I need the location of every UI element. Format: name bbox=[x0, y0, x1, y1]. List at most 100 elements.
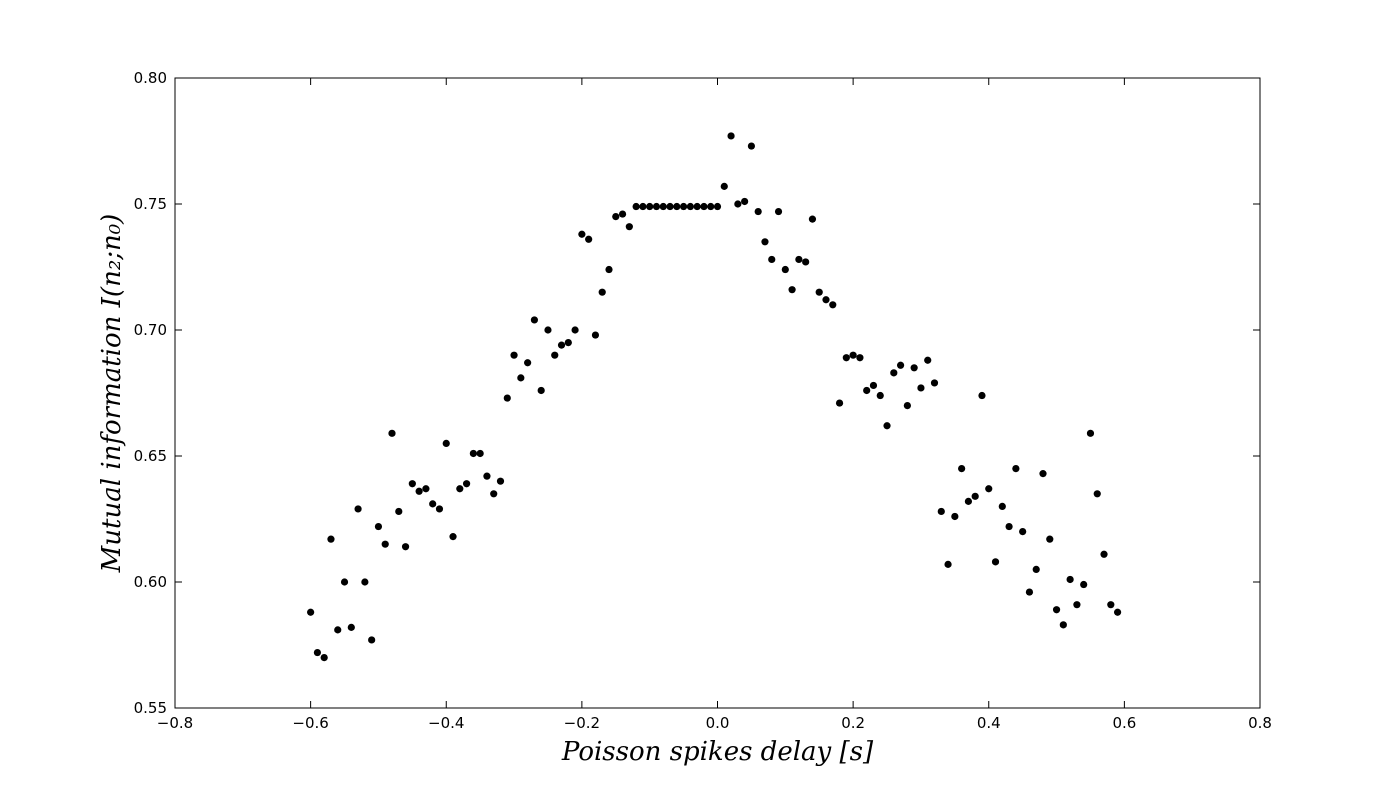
data-point-6 bbox=[347, 623, 355, 631]
data-point-0 bbox=[307, 608, 315, 616]
data-point-41 bbox=[585, 235, 593, 243]
data-point-60 bbox=[713, 202, 722, 211]
data-point-63 bbox=[734, 200, 742, 208]
data-point-31 bbox=[517, 374, 525, 382]
data-point-40 bbox=[578, 230, 586, 238]
data-point-15 bbox=[408, 480, 416, 488]
data-point-30 bbox=[510, 351, 518, 359]
data-point-27 bbox=[490, 490, 498, 498]
data-point-77 bbox=[829, 301, 837, 309]
x-tick-label-6: 0.4 bbox=[977, 714, 1001, 732]
data-point-116 bbox=[1093, 490, 1101, 498]
data-point-117 bbox=[1100, 550, 1108, 558]
data-point-43 bbox=[598, 288, 606, 296]
data-point-73 bbox=[802, 258, 810, 266]
data-point-99 bbox=[978, 391, 986, 400]
data-point-19 bbox=[435, 505, 444, 513]
data-point-38 bbox=[564, 339, 572, 347]
x-tick-label-4: 0.0 bbox=[706, 714, 730, 732]
data-points bbox=[307, 132, 1122, 662]
data-point-65 bbox=[747, 142, 756, 150]
data-point-81 bbox=[856, 354, 864, 362]
x-tick-label-8: 0.8 bbox=[1248, 714, 1272, 732]
data-point-109 bbox=[1046, 535, 1054, 543]
x-tick-label-7: 0.6 bbox=[1112, 714, 1136, 732]
data-point-110 bbox=[1052, 606, 1061, 614]
data-point-11 bbox=[381, 540, 389, 548]
data-point-74 bbox=[808, 215, 817, 223]
data-point-101 bbox=[991, 558, 1000, 566]
data-point-32 bbox=[524, 359, 532, 367]
data-point-2 bbox=[320, 654, 328, 662]
data-point-33 bbox=[530, 316, 539, 324]
y-axis-title: Mutual information I(n₂;n₀) bbox=[97, 214, 127, 574]
data-point-12 bbox=[388, 429, 396, 437]
data-point-57 bbox=[693, 202, 701, 211]
y-axis-ticks: 0.55 0.60 0.65 0.70 0.75 0.80 bbox=[134, 69, 1260, 717]
data-point-8 bbox=[361, 578, 369, 586]
data-point-108 bbox=[1039, 470, 1047, 478]
data-point-105 bbox=[1019, 528, 1027, 536]
data-point-20 bbox=[442, 439, 450, 447]
y-tick-label-4: 0.75 bbox=[134, 195, 167, 213]
data-point-17 bbox=[422, 485, 430, 493]
data-point-53 bbox=[666, 202, 674, 211]
data-point-1 bbox=[313, 648, 322, 657]
data-point-83 bbox=[869, 381, 878, 390]
data-point-98 bbox=[971, 492, 979, 500]
data-point-71 bbox=[788, 286, 796, 294]
x-axis-title: Poisson spikes delay [s] bbox=[561, 737, 874, 767]
data-point-44 bbox=[605, 265, 613, 274]
data-point-46 bbox=[618, 210, 627, 218]
data-point-23 bbox=[462, 480, 471, 488]
data-point-106 bbox=[1025, 588, 1034, 596]
x-tick-label-3: −0.2 bbox=[564, 714, 600, 732]
data-point-91 bbox=[924, 356, 932, 364]
data-point-79 bbox=[842, 354, 850, 362]
data-point-104 bbox=[1012, 465, 1020, 473]
data-point-9 bbox=[368, 636, 376, 644]
data-point-95 bbox=[951, 512, 959, 521]
data-point-102 bbox=[998, 502, 1006, 510]
data-point-29 bbox=[503, 394, 511, 402]
data-point-4 bbox=[334, 626, 342, 634]
data-point-119 bbox=[1113, 608, 1122, 616]
data-point-3 bbox=[327, 535, 335, 543]
data-point-7 bbox=[354, 505, 362, 513]
data-point-113 bbox=[1073, 601, 1081, 609]
data-point-80 bbox=[849, 351, 857, 359]
data-point-37 bbox=[557, 341, 566, 349]
data-point-48 bbox=[632, 202, 640, 211]
data-point-69 bbox=[774, 207, 783, 216]
data-point-58 bbox=[700, 202, 708, 211]
data-point-70 bbox=[781, 265, 789, 274]
data-point-93 bbox=[937, 507, 945, 516]
data-point-13 bbox=[395, 507, 403, 516]
data-point-68 bbox=[768, 255, 776, 264]
data-point-28 bbox=[496, 477, 505, 485]
data-point-52 bbox=[659, 202, 667, 211]
data-point-55 bbox=[679, 202, 688, 211]
data-point-97 bbox=[964, 497, 973, 505]
y-tick-label-2: 0.65 bbox=[134, 447, 167, 465]
data-point-76 bbox=[822, 296, 830, 304]
x-axis-ticks: −0.8 −0.6 −0.4 −0.2 0.0 0.2 0.4 0.6 0.8 bbox=[157, 78, 1272, 732]
data-point-45 bbox=[612, 213, 620, 221]
data-point-111 bbox=[1059, 621, 1067, 629]
data-point-42 bbox=[591, 331, 600, 339]
y-tick-label-5: 0.80 bbox=[134, 69, 167, 87]
data-point-107 bbox=[1032, 565, 1040, 574]
data-point-103 bbox=[1005, 522, 1013, 531]
data-point-59 bbox=[707, 202, 715, 211]
data-point-25 bbox=[476, 449, 484, 458]
data-point-21 bbox=[449, 533, 457, 541]
data-point-10 bbox=[374, 522, 383, 531]
data-point-72 bbox=[795, 255, 803, 264]
data-point-89 bbox=[910, 364, 918, 372]
data-point-90 bbox=[917, 384, 925, 392]
data-point-96 bbox=[958, 465, 966, 473]
data-point-92 bbox=[930, 379, 939, 387]
data-point-78 bbox=[835, 399, 844, 407]
